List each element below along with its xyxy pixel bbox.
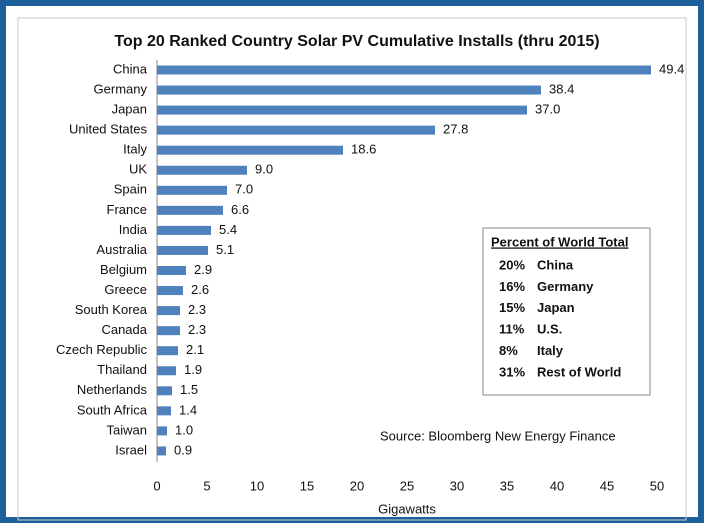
y-tick-label: Taiwan [107,422,147,437]
chart-area [17,17,687,521]
y-tick-label: Netherlands [77,382,148,397]
value-label: 5.4 [219,222,237,237]
inset-label: Germany [537,279,594,294]
y-tick-label: France [107,202,147,217]
value-label: 27.8 [443,122,468,137]
bar [157,366,176,376]
inset-percent: 20% [499,257,525,272]
inset-percent: 15% [499,300,525,315]
x-tick-label: 30 [450,478,464,493]
value-label: 49.4 [659,61,684,76]
y-tick-label: UK [129,162,147,177]
inset-title: Percent of World Total [491,234,628,249]
x-tick-label: 45 [600,478,614,493]
x-tick-label: 50 [650,478,664,493]
x-tick-label: 20 [350,478,364,493]
inset-label: Japan [537,300,575,315]
value-label: 1.9 [184,362,202,377]
value-label: 1.5 [180,382,198,397]
y-tick-label: Spain [114,182,147,197]
y-tick-label: Thailand [97,362,147,377]
bar [157,145,343,155]
source-note: Source: Bloomberg New Energy Finance [380,428,616,443]
y-tick-label: Belgium [100,262,147,277]
bar [157,105,527,115]
inset-percent: 16% [499,279,525,294]
value-label: 38.4 [549,81,574,96]
value-label: 1.4 [179,402,197,417]
inset-box [482,227,651,396]
value-label: 2.6 [191,282,209,297]
y-tick-label: South Korea [75,302,148,317]
chart-title: Top 20 Ranked Country Solar PV Cumulativ… [114,33,599,50]
value-label: 9.0 [255,162,273,177]
y-tick-label: China [113,61,148,76]
y-tick-label: Israel [115,442,147,457]
bar [157,185,227,195]
inset-label: Italy [537,343,564,358]
value-label: 5.1 [216,242,234,257]
y-tick-label: Japan [112,102,147,117]
bar [157,65,651,75]
y-tick-label: South Africa [77,402,148,417]
x-tick-label: 5 [203,478,210,493]
bar [157,286,183,296]
inset-percent: 31% [499,364,525,379]
y-tick-label: Australia [96,242,147,257]
bar [157,165,247,175]
inset-percent: 11% [499,322,525,337]
bar [157,205,223,215]
x-tick-label: 0 [153,478,160,493]
x-tick-label: 40 [550,478,564,493]
bar [157,386,172,396]
value-label: 0.9 [174,442,192,457]
bar [157,266,186,275]
bar [157,406,171,416]
value-label: 2.1 [186,342,204,357]
bar [157,85,541,95]
y-tick-label: Czech Republic [56,342,148,357]
x-tick-label: 25 [400,478,414,493]
inset-label: U.S. [537,322,562,337]
value-label: 2.3 [188,302,206,317]
x-tick-label: 10 [250,478,264,493]
value-label: 2.9 [194,262,212,277]
value-label: 7.0 [235,182,253,197]
bar [157,326,180,336]
value-label: 1.0 [175,422,193,437]
inset-label: China [537,257,574,272]
value-label: 18.6 [351,142,376,157]
x-axis-label: Gigawatts [378,501,436,516]
y-tick-label: United States [69,122,148,137]
value-label: 37.0 [535,102,560,117]
bar [157,225,211,235]
bar [157,125,435,135]
bar [157,426,167,436]
y-tick-label: India [119,222,148,237]
inset-label: Rest of World [537,364,621,379]
inset-percent: 8% [499,343,518,358]
value-label: 2.3 [188,322,206,337]
bar [157,306,180,316]
bar [157,245,208,255]
y-tick-label: Greece [104,282,147,297]
x-tick-label: 15 [300,478,314,493]
bar [157,346,178,356]
x-tick-label: 35 [500,478,514,493]
value-label: 6.6 [231,202,249,217]
y-tick-label: Canada [101,322,147,337]
bar [157,446,166,456]
y-tick-label: Italy [123,142,147,157]
y-tick-label: Germany [94,81,148,96]
